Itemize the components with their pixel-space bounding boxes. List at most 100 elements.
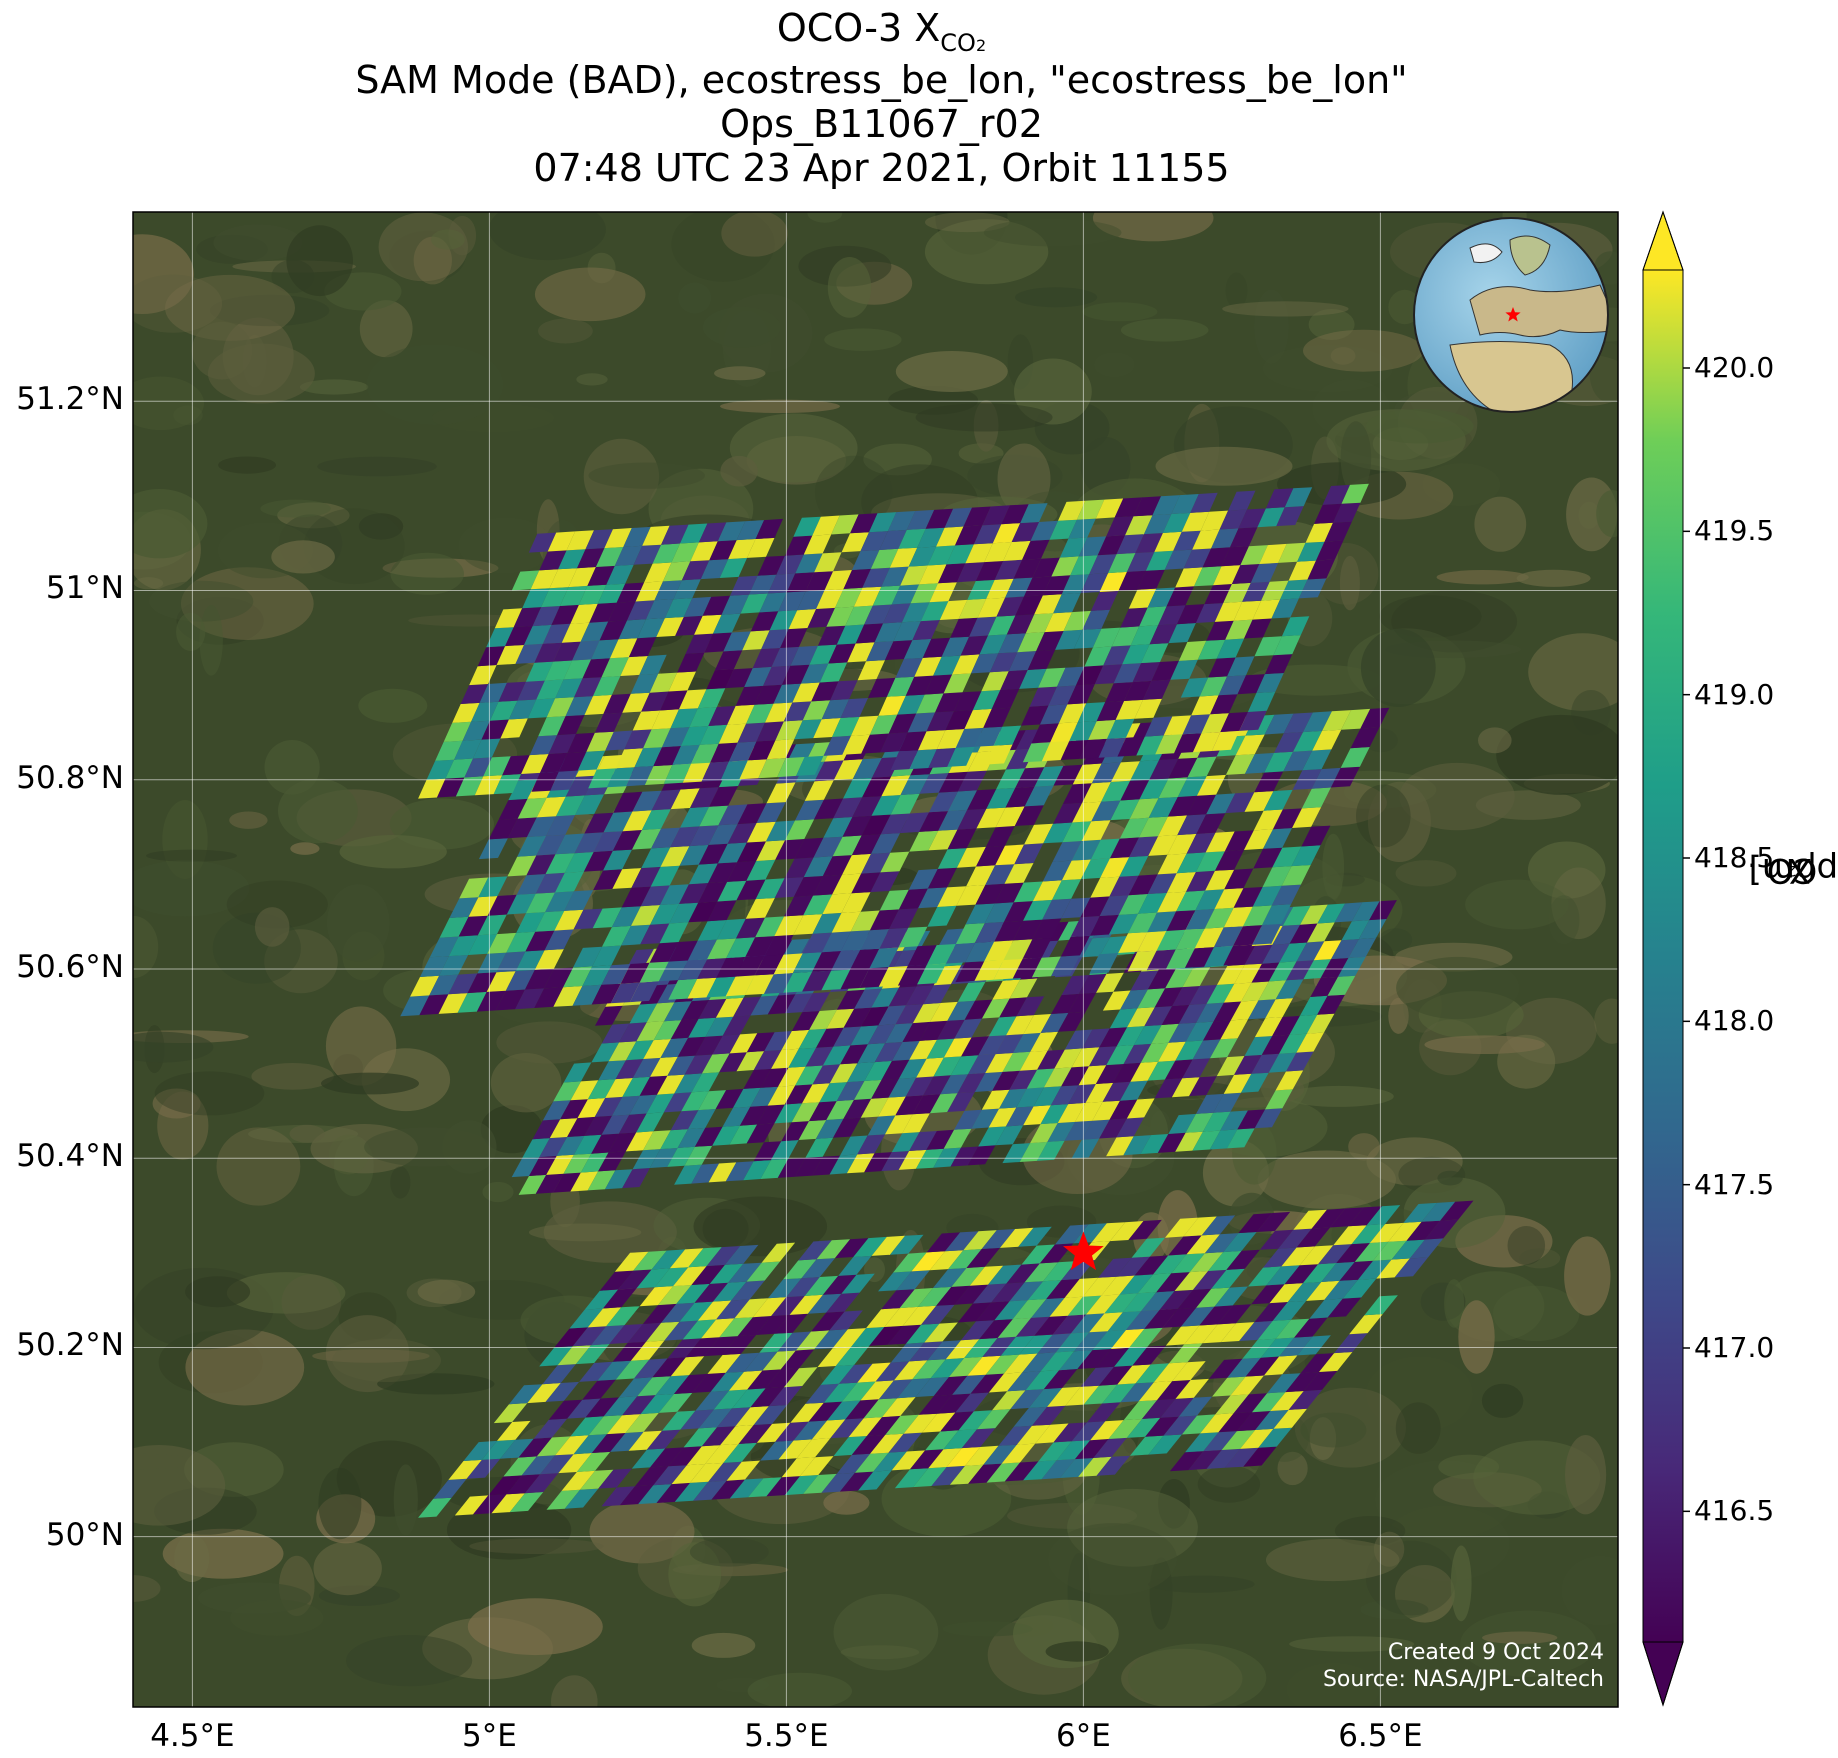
sounding-cell — [831, 514, 859, 535]
sounding-cell — [1019, 668, 1047, 689]
sounding-cell — [802, 992, 830, 1013]
sounding-cell — [1022, 539, 1050, 560]
sounding-cell — [755, 878, 785, 900]
sounding-cell — [952, 654, 980, 675]
terrain-patch — [277, 502, 350, 529]
sounding-cell — [1081, 858, 1110, 880]
terrain-patch — [1594, 998, 1618, 1044]
sounding-cell — [952, 1374, 986, 1395]
sounding-cell — [857, 1362, 891, 1383]
terrain-patch — [278, 778, 358, 844]
sounding-cell — [937, 1019, 965, 1040]
sounding-cell — [1233, 887, 1263, 908]
sounding-cell — [1183, 548, 1212, 569]
sounding-cell — [594, 1096, 623, 1117]
sounding-cell — [517, 797, 547, 819]
sounding-cell — [1245, 1356, 1280, 1377]
sounding-cell — [662, 1410, 696, 1431]
sounding-cell — [1059, 1458, 1094, 1478]
sounding-cell — [1300, 1353, 1335, 1374]
sounding-cell — [1351, 1224, 1386, 1245]
sounding-cell — [885, 1023, 913, 1044]
sounding-cell — [1163, 715, 1192, 736]
sounding-cell — [786, 1277, 820, 1298]
sounding-cell — [1123, 1135, 1151, 1156]
sounding-cell — [615, 1059, 644, 1080]
sounding-cell — [1204, 945, 1234, 967]
colorbar-extend-top — [1642, 210, 1684, 271]
sounding-cell — [793, 516, 821, 537]
sounding-cell — [902, 1021, 931, 1042]
sounding-cell — [697, 688, 726, 709]
sounding-cell — [976, 845, 1005, 867]
title-sub2: 2 — [975, 36, 987, 55]
sounding-cell — [1271, 884, 1301, 906]
sounding-cell — [1025, 1370, 1060, 1391]
sounding-cell — [1217, 1304, 1252, 1325]
sounding-cell — [535, 1173, 564, 1194]
sounding-cell — [812, 912, 842, 934]
sounding-cell — [995, 1125, 1024, 1146]
sounding-cell — [1208, 657, 1236, 678]
sounding-cell — [945, 1339, 980, 1360]
sounding-cell — [522, 588, 550, 609]
sounding-cell — [1116, 1256, 1150, 1277]
sounding-cell — [1302, 749, 1332, 771]
sounding-cell — [985, 1354, 1020, 1375]
sounding-cell — [996, 768, 1026, 790]
sounding-cell — [611, 906, 641, 928]
sounding-cell — [643, 1130, 671, 1151]
sounding-cell — [931, 1465, 965, 1486]
sounding-cell — [752, 648, 781, 669]
sounding-cell — [678, 959, 708, 981]
sounding-cell — [1151, 660, 1179, 681]
sounding-cell — [622, 1076, 651, 1097]
sounding-cell — [766, 782, 796, 804]
sounding-cell — [1143, 679, 1171, 700]
sounding-cell — [767, 1085, 796, 1106]
sounding-cell — [1166, 910, 1196, 931]
sounding-cell — [1115, 699, 1143, 720]
sounding-cell — [1089, 554, 1117, 575]
sounding-cell — [976, 807, 1006, 829]
sounding-cell — [1090, 1420, 1124, 1441]
sounding-cell — [621, 886, 651, 908]
sounding-cell — [852, 796, 882, 817]
terrain-patch — [1082, 302, 1158, 322]
terrain-patch — [496, 1021, 603, 1064]
sounding-cell — [957, 808, 987, 830]
sounding-cell — [946, 1447, 981, 1467]
sounding-cell — [870, 909, 899, 931]
sounding-cell — [1026, 1068, 1055, 1089]
sounding-cell — [1341, 708, 1371, 730]
sounding-cell — [680, 806, 710, 828]
terrain-patch — [332, 1338, 441, 1383]
sounding-cell — [1058, 1011, 1086, 1032]
sounding-cell — [651, 709, 679, 730]
sounding-cell — [1185, 1432, 1219, 1453]
sounding-cell — [1047, 1121, 1076, 1142]
sounding-cell — [1106, 516, 1134, 537]
terrain-patch — [226, 1272, 346, 1314]
sounding-cell — [1006, 1263, 1040, 1284]
sounding-cell — [602, 925, 631, 947]
sounding-cell — [1137, 569, 1165, 590]
sounding-cell — [718, 804, 748, 826]
sounding-cell — [557, 1345, 591, 1366]
sounding-cell — [999, 997, 1027, 1018]
sounding-cell — [988, 1372, 1023, 1393]
sounding-cell — [1030, 1031, 1058, 1052]
sounding-cell — [620, 656, 648, 676]
sounding-cell — [895, 657, 923, 678]
sounding-cell — [448, 973, 478, 995]
sounding-cell — [739, 759, 767, 780]
sounding-cell — [597, 583, 626, 604]
sounding-cell — [598, 1151, 626, 1172]
sounding-cell — [1281, 865, 1311, 886]
terrain-patch — [1092, 212, 1214, 242]
terrain-patch — [290, 842, 320, 855]
sounding-cell — [1199, 1305, 1233, 1326]
sounding-cell — [743, 1160, 771, 1181]
sounding-cell — [1224, 1447, 1259, 1468]
sounding-cell — [704, 632, 732, 653]
